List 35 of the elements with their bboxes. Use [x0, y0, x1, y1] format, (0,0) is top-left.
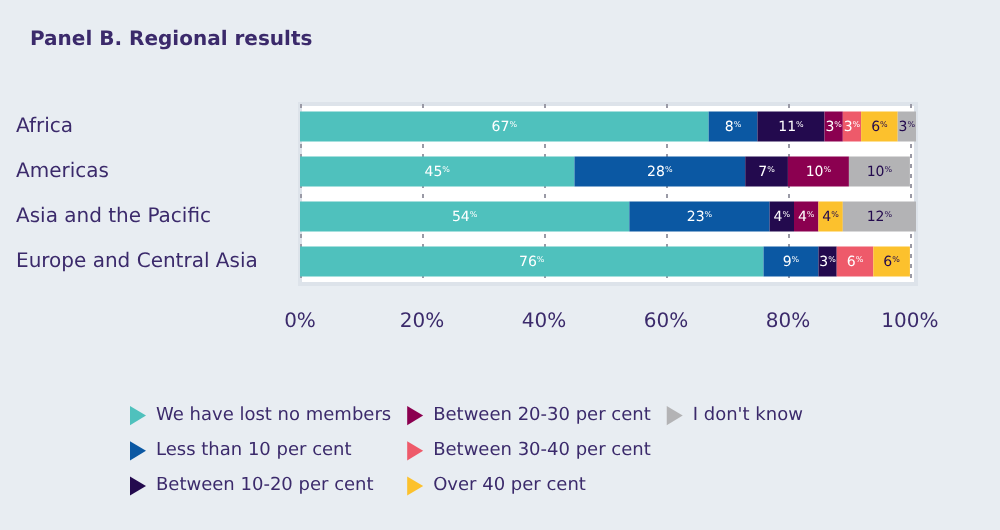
bar [300, 156, 575, 187]
bar [629, 201, 770, 232]
bar [842, 201, 916, 232]
y-tick-label: Asia and the Pacific [16, 205, 211, 228]
legend-label: Between 10-20 per cent [156, 476, 375, 496]
bar [848, 156, 910, 187]
bar [861, 111, 898, 142]
bar [745, 156, 788, 187]
x-tick-label: 20% [399, 311, 445, 333]
y-tick-label: Europe and Central Asia [16, 250, 258, 273]
chart-title: Panel B. Regional results [30, 29, 313, 51]
legend-label: Between 20-30 per cent [433, 405, 652, 426]
bar [708, 111, 758, 142]
legend-label: I don't know [692, 405, 803, 426]
x-tick-label: 60% [643, 311, 689, 333]
bar [300, 246, 764, 277]
bar [818, 201, 843, 232]
x-tick-label: 100% [881, 311, 939, 333]
bar [300, 111, 709, 142]
legend-label: Between 30-40 per cent [433, 440, 652, 461]
legend-label: We have lost no members [156, 405, 392, 426]
legend-label: Less than 10 per cent [156, 440, 353, 461]
bar [787, 156, 849, 187]
x-tick-label: 80% [765, 311, 811, 333]
bar [757, 111, 825, 142]
bar [300, 201, 630, 232]
bar [574, 156, 746, 187]
x-tick-label: 0% [284, 311, 316, 333]
bar [836, 246, 874, 277]
y-tick-label: Americas [16, 160, 109, 183]
bar [763, 246, 819, 277]
legend-label: Over 40 per cent [433, 476, 587, 496]
y-tick-label: Africa [16, 115, 74, 138]
x-tick-label: 40% [521, 311, 567, 333]
bar [873, 246, 910, 277]
